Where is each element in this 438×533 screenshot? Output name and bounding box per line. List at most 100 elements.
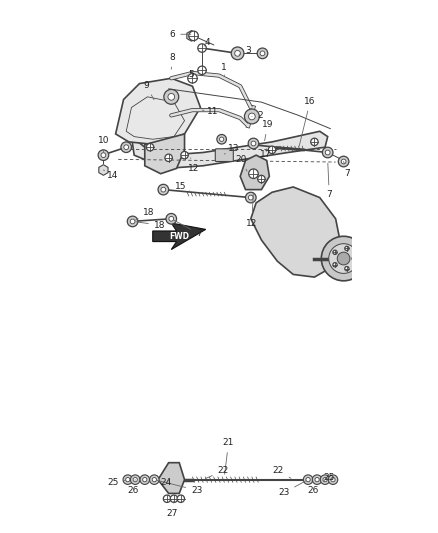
Circle shape	[345, 246, 349, 251]
Text: FWD: FWD	[169, 232, 189, 241]
Text: 7: 7	[343, 161, 350, 178]
Circle shape	[219, 137, 224, 141]
Circle shape	[124, 145, 129, 150]
Circle shape	[181, 151, 188, 159]
Circle shape	[166, 214, 177, 224]
Text: 7: 7	[326, 163, 332, 199]
Polygon shape	[99, 165, 108, 175]
Text: 18: 18	[135, 208, 155, 220]
Polygon shape	[131, 131, 328, 168]
Circle shape	[235, 51, 240, 56]
Circle shape	[133, 478, 138, 482]
Text: 18: 18	[136, 221, 166, 230]
Polygon shape	[158, 463, 184, 494]
Circle shape	[177, 495, 184, 503]
Text: 27: 27	[166, 502, 178, 518]
Circle shape	[352, 256, 357, 261]
Polygon shape	[240, 155, 269, 190]
Circle shape	[198, 66, 206, 75]
Text: 12: 12	[246, 192, 258, 228]
Text: 22: 22	[273, 466, 291, 478]
Circle shape	[257, 48, 268, 59]
Text: 12: 12	[188, 158, 199, 173]
Polygon shape	[116, 78, 201, 144]
Circle shape	[322, 147, 333, 158]
Circle shape	[311, 138, 318, 146]
Circle shape	[130, 219, 135, 224]
Text: 19: 19	[262, 120, 273, 141]
Circle shape	[320, 475, 330, 484]
Text: 1: 1	[222, 63, 227, 76]
Text: 20: 20	[236, 155, 247, 171]
Circle shape	[337, 252, 350, 265]
Text: 26: 26	[307, 480, 325, 495]
Text: 8: 8	[170, 53, 175, 69]
Circle shape	[127, 216, 138, 227]
Circle shape	[131, 475, 140, 484]
Text: 6: 6	[170, 30, 191, 39]
Text: 24: 24	[160, 478, 172, 487]
Circle shape	[248, 113, 255, 120]
Circle shape	[121, 142, 131, 152]
Circle shape	[321, 236, 366, 281]
Circle shape	[268, 146, 276, 154]
Circle shape	[101, 153, 106, 158]
Circle shape	[303, 475, 313, 484]
Circle shape	[246, 192, 256, 203]
Circle shape	[251, 141, 256, 146]
Circle shape	[123, 475, 133, 484]
Text: 25: 25	[107, 478, 125, 487]
Circle shape	[306, 478, 310, 482]
Circle shape	[325, 150, 330, 155]
Circle shape	[345, 266, 349, 271]
Circle shape	[312, 475, 322, 484]
Circle shape	[341, 159, 346, 164]
Circle shape	[244, 109, 259, 124]
Circle shape	[189, 31, 198, 41]
Text: 11: 11	[202, 107, 219, 116]
Polygon shape	[187, 30, 196, 41]
Circle shape	[198, 44, 206, 52]
Circle shape	[140, 475, 149, 484]
Circle shape	[248, 195, 253, 200]
Circle shape	[248, 138, 259, 149]
Text: 21: 21	[223, 438, 234, 474]
Text: 9: 9	[143, 80, 154, 100]
Circle shape	[260, 51, 265, 56]
Circle shape	[158, 184, 169, 195]
Text: 13: 13	[224, 144, 240, 154]
Circle shape	[152, 478, 156, 482]
Text: 22: 22	[205, 466, 229, 479]
Circle shape	[98, 150, 109, 160]
Text: 10: 10	[98, 136, 109, 152]
Polygon shape	[153, 223, 206, 249]
Circle shape	[188, 74, 197, 83]
Circle shape	[170, 495, 178, 503]
Text: 2: 2	[252, 111, 263, 120]
Circle shape	[169, 216, 173, 221]
Circle shape	[315, 478, 319, 482]
Circle shape	[333, 263, 337, 267]
Text: 17: 17	[260, 149, 272, 159]
Polygon shape	[145, 134, 184, 174]
Circle shape	[161, 187, 166, 192]
Polygon shape	[251, 187, 341, 277]
Text: 16: 16	[299, 96, 316, 146]
Circle shape	[146, 143, 154, 151]
Text: 7: 7	[174, 220, 202, 238]
Circle shape	[143, 478, 147, 482]
Text: 23: 23	[157, 480, 202, 495]
Text: 14: 14	[103, 170, 119, 180]
Circle shape	[126, 478, 130, 482]
Circle shape	[165, 154, 172, 161]
Circle shape	[329, 244, 358, 273]
Circle shape	[258, 175, 265, 183]
Circle shape	[231, 47, 244, 60]
Text: 4: 4	[204, 38, 210, 47]
Circle shape	[168, 93, 175, 100]
Circle shape	[249, 169, 258, 179]
Circle shape	[333, 250, 337, 254]
Text: 5: 5	[188, 69, 194, 78]
Circle shape	[323, 478, 327, 482]
Circle shape	[328, 475, 338, 484]
